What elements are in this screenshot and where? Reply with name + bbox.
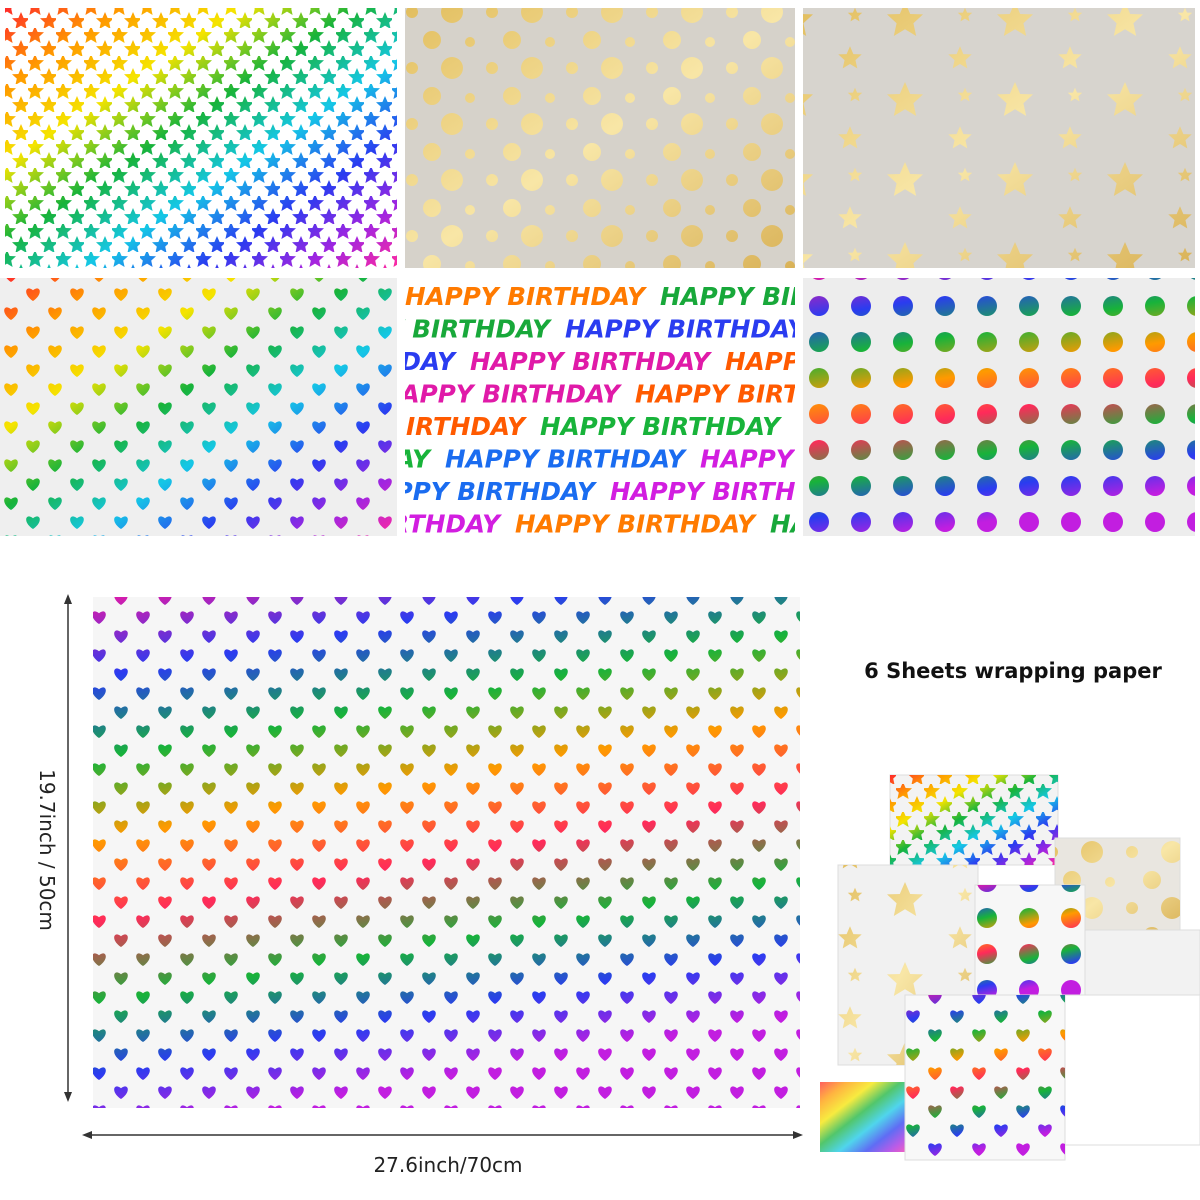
- box-pattern: [975, 885, 1085, 995]
- box-pattern: [905, 995, 1065, 1160]
- arrow-head: [64, 594, 72, 604]
- arrow-head: [793, 1131, 803, 1139]
- birthday-text: HAPPY BIRTHDAY: [725, 347, 968, 376]
- birthday-text: HAPPY BIRTHDAY: [540, 412, 783, 441]
- birthday-text: HAPPY BIRTHDAY: [770, 510, 1013, 539]
- birthday-text: HAPPY BIRTHDAY: [190, 445, 433, 474]
- box: [1084, 929, 1200, 1001]
- birthday-text: HAPPY BIRTHDAY: [445, 445, 688, 474]
- birthday-text: HAPPY BIRTHDAY: [635, 380, 878, 409]
- arrow-head: [64, 1092, 72, 1102]
- birthday-text: HAPPY BIRTHDAY: [285, 412, 528, 441]
- birthday-text: HAPPY BIRTHDAY: [470, 347, 713, 376]
- box: [820, 1082, 910, 1152]
- birthday-text: HAPPY BIRTHDAY: [380, 380, 623, 409]
- tile-birthday: [405, 278, 795, 536]
- birthday-text: HAPPY BIRTHDAY: [700, 445, 943, 474]
- dimension-arrows: [64, 594, 803, 1139]
- height-label: 19.7inch / 50cm: [35, 769, 59, 931]
- birthday-text: HAPPY BIRTHDAY: [660, 282, 903, 311]
- arrow-head: [82, 1131, 92, 1139]
- tile-pattern: [5, 8, 397, 268]
- tile-pattern: [405, 8, 795, 268]
- box-pattern: [890, 775, 1058, 865]
- birthday-text: HAPPY BIRTHDAY: [405, 282, 648, 311]
- birthday-text: HAPPY BIRTHDAY: [515, 510, 758, 539]
- tile-pattern: [803, 278, 1195, 536]
- pattern-tiles: HAPPY BIRTHDAY HAPPY BIRTHDAY HAPPY BIRTHD…: [0, 8, 1195, 539]
- birthday-text: HAPPY BIRTHDAY: [310, 315, 553, 344]
- birthday-text-pattern: HAPPY BIRTHDAY HAPPY BIRTHDAY HAPPY BIRTHD…: [190, 282, 1013, 539]
- box-pattern: [1064, 1005, 1198, 1140]
- tile-pattern: [0, 278, 397, 536]
- width-label: 27.6inch/70cm: [373, 1153, 522, 1177]
- birthday-text: HAPPY BIRTHDAY: [610, 477, 853, 506]
- gift-boxes: [820, 774, 1200, 1161]
- tile-pattern: [803, 8, 1195, 268]
- birthday-text: HAPPY BIRTHDAY: [565, 315, 808, 344]
- sheet-pattern: [93, 597, 800, 1108]
- title: 6 Sheets wrapping paper: [864, 659, 1162, 683]
- birthday-text: HAPPY BIRTHDAY: [355, 477, 598, 506]
- birthday-text: HAPPY BIRTHDAY: [215, 347, 458, 376]
- birthday-text: HAPPY BIRTHDAY: [260, 510, 503, 539]
